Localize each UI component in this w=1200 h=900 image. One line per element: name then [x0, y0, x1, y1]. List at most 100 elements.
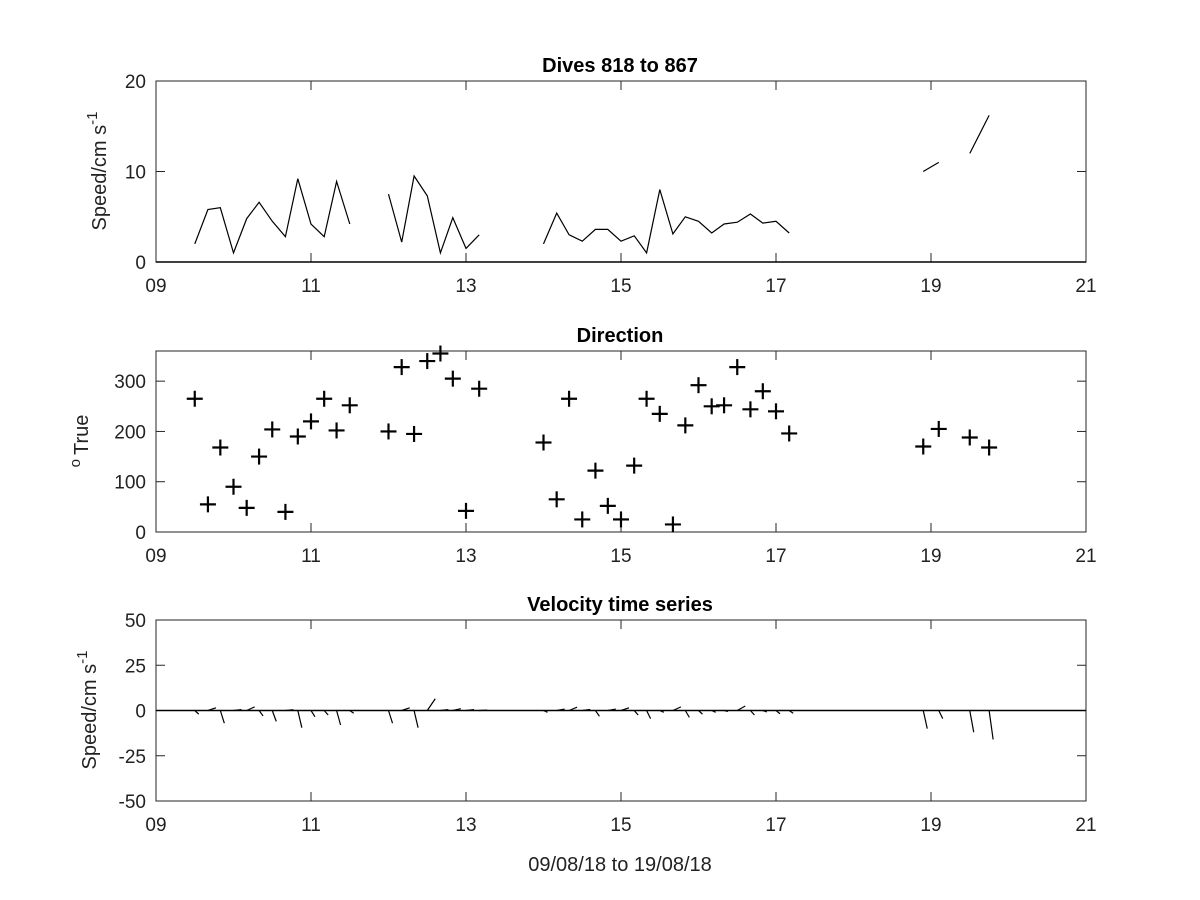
direction-point	[599, 497, 616, 514]
direction-point	[212, 439, 229, 456]
velocity-vector	[922, 710, 928, 729]
direction-point	[915, 438, 932, 455]
speed-y-tick-label: 10	[125, 163, 146, 184]
velocity-vector	[285, 709, 294, 712]
velocity-vector	[543, 709, 548, 713]
direction-x-tick-label: 09	[145, 546, 166, 567]
speed-x-tick-label: 17	[765, 276, 786, 297]
direction-point	[742, 401, 759, 418]
velocity-series	[156, 698, 1086, 740]
velocity-vector	[258, 710, 264, 717]
direction-series	[186, 345, 998, 533]
velocity-vector	[633, 710, 639, 716]
velocity-x-tick-label: 11	[301, 815, 321, 836]
direction-point	[238, 499, 255, 516]
direction-point	[664, 516, 681, 533]
velocity-vector	[775, 710, 781, 715]
direction-point	[961, 429, 978, 446]
velocity-vector	[698, 710, 703, 715]
velocity-vector	[323, 710, 329, 716]
speed-plot-area	[155, 80, 1087, 263]
velocity-panel-title: Velocity time series	[527, 594, 713, 616]
direction-panel-title: Direction	[577, 325, 664, 347]
velocity-vector	[426, 698, 436, 711]
velocity-vector	[594, 710, 600, 717]
direction-point	[251, 448, 268, 465]
velocity-vector	[788, 710, 794, 714]
speed-x-tick-label: 13	[455, 276, 476, 297]
velocity-x-axis-label: 09/08/18 to 19/08/18	[528, 854, 712, 876]
direction-y-axis-label: oTrue	[67, 415, 93, 468]
direction-x-tick-label: 11	[301, 546, 321, 567]
speed-x-tick-label: 09	[145, 276, 166, 297]
velocity-vector	[440, 708, 449, 712]
direction-point	[264, 421, 281, 438]
velocity-x-ticks: 09 11 13 15 17 19 21	[145, 620, 1097, 836]
direction-point	[393, 359, 410, 376]
direction-point	[341, 397, 358, 414]
velocity-vector	[246, 706, 255, 712]
velocity-vector	[938, 710, 944, 719]
speed-x-tick-label: 11	[301, 276, 321, 297]
velocity-vector	[310, 710, 316, 718]
velocity-vector	[762, 709, 768, 713]
velocity-vector	[736, 705, 746, 712]
direction-x-ticks: 09 11 13 15 17 19 21	[145, 351, 1097, 567]
velocity-vector	[387, 710, 394, 724]
direction-point	[574, 511, 591, 528]
direction-point	[444, 370, 461, 387]
velocity-vector	[401, 707, 410, 712]
speed-line-segment	[542, 189, 790, 255]
direction-point	[548, 491, 565, 508]
direction-y-tick-label: 200	[114, 422, 146, 443]
direction-x-tick-label: 19	[920, 546, 941, 567]
direction-point	[716, 397, 733, 414]
direction-y-tick-label: 100	[114, 473, 146, 494]
direction-point	[781, 425, 798, 442]
velocity-panel: Velocity time series 09 11 13 15 17 19 21 -50-…	[74, 594, 1097, 876]
velocity-vector	[607, 708, 616, 712]
velocity-vector	[233, 708, 242, 712]
speed-x-ticks: 09 11 13 15 17 19 21	[145, 81, 1097, 297]
velocity-x-tick-label: 17	[765, 815, 786, 836]
direction-point	[981, 439, 998, 456]
direction-point	[225, 478, 242, 495]
velocity-y-ticks: -50 -25 0 25 50	[119, 611, 1086, 813]
velocity-vector	[297, 710, 303, 728]
speed-y-axis-label: Speed/cm s-1	[84, 112, 111, 231]
direction-point	[754, 383, 771, 400]
velocity-vector	[194, 710, 200, 715]
direction-point	[277, 503, 294, 520]
velocity-y-tick-label: -25	[119, 747, 146, 768]
velocity-vector	[465, 708, 475, 712]
direction-y-tick-label: 300	[114, 372, 146, 393]
velocity-x-tick-label: 15	[610, 815, 631, 836]
direction-point	[186, 390, 203, 407]
direction-point	[432, 345, 449, 362]
speed-panel: Dives 818 to 867 09 11 13 15 17 19 21 0 10 20 Sp…	[84, 55, 1097, 297]
direction-point	[289, 428, 306, 445]
velocity-vector	[207, 707, 217, 712]
speed-series	[156, 115, 1086, 263]
direction-x-tick-label: 15	[610, 546, 631, 567]
direction-point	[380, 423, 397, 440]
velocity-vector	[711, 709, 716, 713]
direction-point	[651, 405, 668, 422]
direction-point	[613, 511, 629, 528]
velocity-vector	[271, 710, 277, 722]
direction-point	[638, 390, 655, 407]
velocity-vector	[349, 710, 355, 714]
velocity-vector	[582, 708, 591, 712]
speed-x-tick-label: 19	[920, 276, 941, 297]
velocity-y-tick-label: 50	[125, 611, 146, 632]
velocity-vector	[646, 710, 652, 719]
direction-point	[471, 380, 488, 397]
velocity-vector	[672, 706, 682, 712]
speed-y-ticks: 0 10 20	[125, 72, 1086, 274]
direction-x-tick-label: 21	[1075, 546, 1096, 567]
velocity-vector	[335, 710, 342, 726]
velocity-vector	[413, 710, 419, 728]
speed-y-tick-label: 0	[135, 253, 146, 274]
direction-panel: Direction 09 11 13 15 17 19 21 0 100 200 300 oTru…	[67, 325, 1097, 567]
direction-plot-area	[155, 350, 1087, 533]
